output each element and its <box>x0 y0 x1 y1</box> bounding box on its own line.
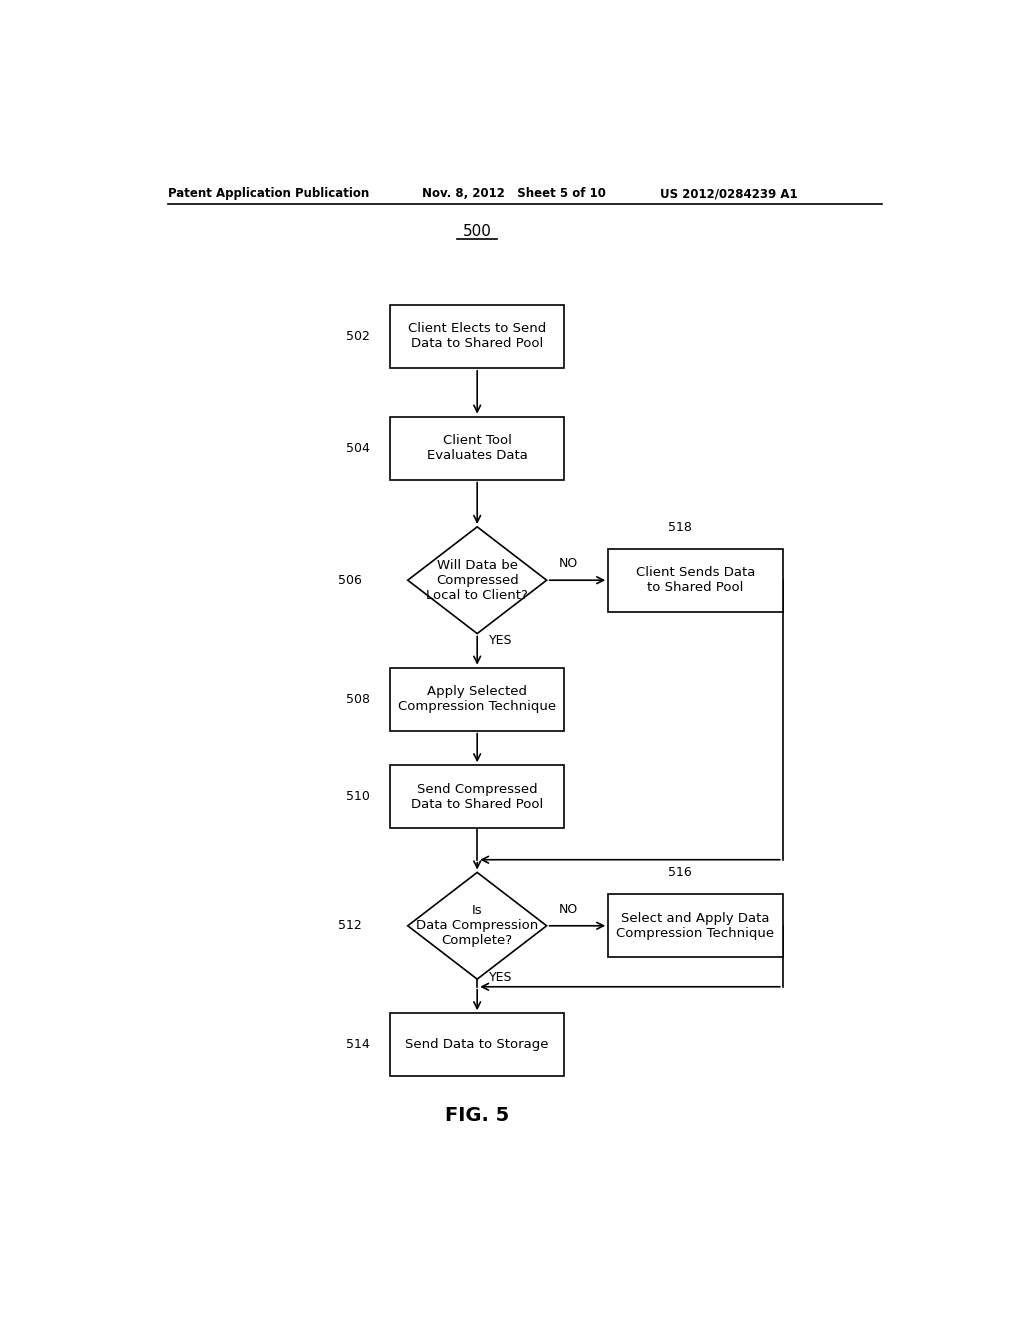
FancyBboxPatch shape <box>390 1014 564 1076</box>
Text: US 2012/0284239 A1: US 2012/0284239 A1 <box>659 187 798 201</box>
FancyBboxPatch shape <box>390 766 564 828</box>
Text: YES: YES <box>489 634 513 647</box>
Text: Will Data be
Compressed
Local to Client?: Will Data be Compressed Local to Client? <box>426 558 528 602</box>
Polygon shape <box>408 527 547 634</box>
Text: NO: NO <box>558 903 578 916</box>
Text: 508: 508 <box>346 693 370 706</box>
Polygon shape <box>408 873 547 979</box>
Text: Client Tool
Evaluates Data: Client Tool Evaluates Data <box>427 434 527 462</box>
Text: Select and Apply Data
Compression Technique: Select and Apply Data Compression Techni… <box>616 912 774 940</box>
FancyBboxPatch shape <box>608 549 782 611</box>
Text: 502: 502 <box>346 330 370 343</box>
Text: YES: YES <box>489 972 513 985</box>
Text: Apply Selected
Compression Technique: Apply Selected Compression Technique <box>398 685 556 713</box>
Text: 516: 516 <box>668 866 691 879</box>
Text: 504: 504 <box>346 442 370 454</box>
Text: Client Sends Data
to Shared Pool: Client Sends Data to Shared Pool <box>636 566 755 594</box>
Text: Is
Data Compression
Complete?: Is Data Compression Complete? <box>416 904 539 948</box>
Text: Send Compressed
Data to Shared Pool: Send Compressed Data to Shared Pool <box>411 783 544 810</box>
Text: Send Data to Storage: Send Data to Storage <box>406 1039 549 1051</box>
FancyBboxPatch shape <box>390 305 564 368</box>
FancyBboxPatch shape <box>608 894 782 957</box>
Text: 510: 510 <box>346 791 370 803</box>
Text: 512: 512 <box>338 919 362 932</box>
Text: Client Elects to Send
Data to Shared Pool: Client Elects to Send Data to Shared Poo… <box>408 322 547 350</box>
Text: 500: 500 <box>463 224 492 239</box>
Text: Patent Application Publication: Patent Application Publication <box>168 187 369 201</box>
Text: FIG. 5: FIG. 5 <box>445 1106 509 1126</box>
FancyBboxPatch shape <box>390 417 564 479</box>
Text: 518: 518 <box>668 521 691 533</box>
FancyBboxPatch shape <box>390 668 564 731</box>
Text: 514: 514 <box>346 1039 370 1051</box>
Text: Nov. 8, 2012   Sheet 5 of 10: Nov. 8, 2012 Sheet 5 of 10 <box>422 187 605 201</box>
Text: 506: 506 <box>338 574 362 586</box>
Text: NO: NO <box>558 557 578 570</box>
